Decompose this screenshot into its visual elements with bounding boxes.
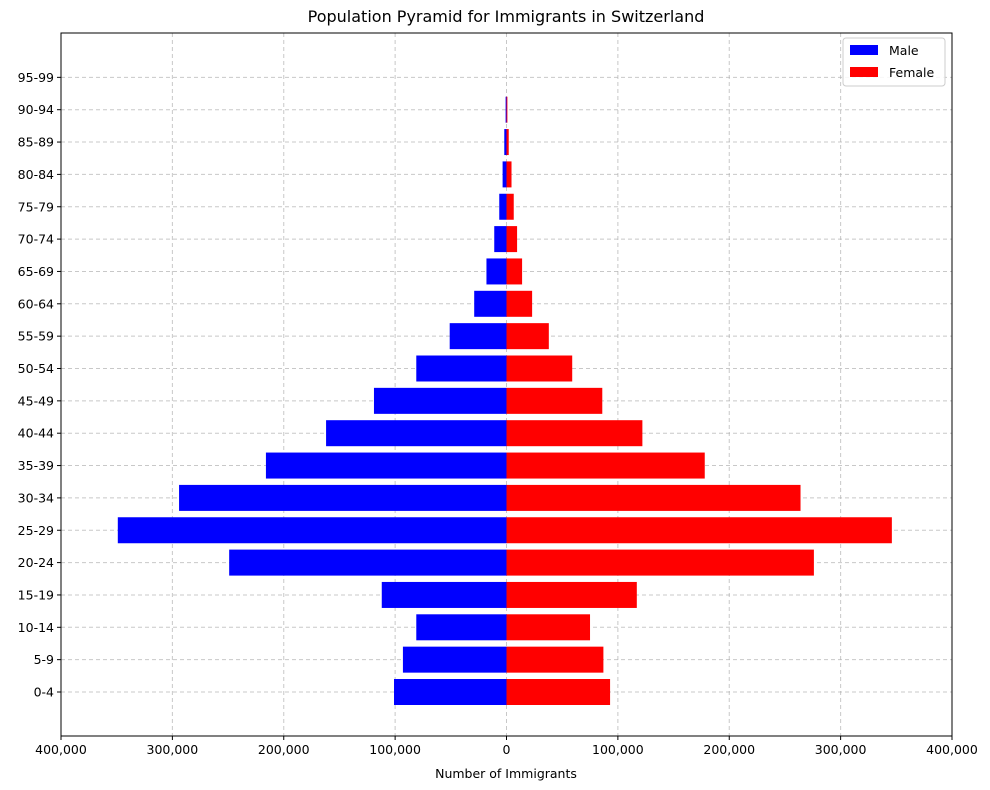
y-tick-label: 40-44	[18, 426, 54, 441]
x-axis-title: Number of Immigrants	[435, 766, 577, 781]
bar-female-75-79	[506, 193, 514, 220]
bar-female-80-84	[506, 161, 512, 188]
y-tick-label: 20-24	[18, 555, 54, 570]
x-tick-label: 200,000	[258, 742, 310, 757]
bar-female-40-44	[506, 420, 643, 447]
x-tick-label: 200,000	[703, 742, 755, 757]
bar-female-65-69	[506, 258, 523, 285]
y-tick-label: 95-99	[18, 70, 54, 85]
bar-male-55-59	[449, 323, 507, 350]
bar-female-70-74	[506, 226, 518, 253]
bar-female-35-39	[506, 452, 705, 479]
bar-female-85-89	[506, 129, 509, 156]
bar-female-0-4	[506, 679, 611, 705]
bar-male-20-24	[229, 549, 507, 576]
y-tick-label: 60-64	[18, 296, 54, 311]
y-tick-label: 25-29	[18, 523, 54, 538]
y-axis-ticks: 0-4 5-9 10-14 15-19 20-24 25-29 30-34 35-39 40-4…	[18, 70, 61, 700]
bar-female-5-9	[506, 646, 604, 673]
bar-male-10-14	[416, 614, 507, 641]
bar-female-90-94	[506, 96, 508, 123]
bar-male-25-29	[117, 517, 507, 544]
bar-male-75-79	[499, 193, 507, 220]
bar-male-90-94	[505, 96, 507, 123]
chart-title: Population Pyramid for Immigrants in Swi…	[308, 7, 705, 26]
bar-female-10-14	[506, 614, 591, 641]
bar-male-5-9	[402, 646, 507, 673]
bar-female-25-29	[506, 517, 892, 544]
bar-male-45-49	[373, 387, 507, 414]
x-tick-label: 400,000	[35, 742, 87, 757]
bar-female-60-64	[506, 290, 533, 317]
legend-swatch-female	[850, 67, 878, 77]
y-tick-label: 65-69	[18, 264, 54, 279]
y-tick-label: 85-89	[18, 135, 54, 150]
bar-female-30-34	[506, 484, 801, 511]
x-tick-label: 400,000	[926, 742, 978, 757]
bar-male-15-19	[381, 581, 507, 608]
bar-male-85-89	[504, 129, 507, 156]
x-tick-label: 0	[503, 742, 511, 757]
y-tick-label: 70-74	[18, 232, 54, 247]
y-tick-label: 50-54	[18, 361, 54, 376]
bar-female-50-54	[506, 355, 573, 382]
y-tick-label: 15-19	[18, 587, 54, 602]
legend-label-female: Female	[889, 65, 935, 80]
y-tick-label: 35-39	[18, 458, 54, 473]
bar-female-55-59	[506, 323, 549, 350]
y-tick-label: 90-94	[18, 102, 54, 117]
grid-layer	[60, 33, 953, 736]
legend: Male Female	[842, 37, 946, 87]
bars-layer	[117, 96, 892, 705]
x-tick-label: 300,000	[147, 742, 199, 757]
y-tick-label: 75-79	[18, 199, 54, 214]
bar-female-20-24	[506, 549, 814, 576]
bar-male-35-39	[265, 452, 507, 479]
y-tick-label: 80-84	[18, 167, 54, 182]
y-tick-label: 55-59	[18, 329, 54, 344]
bar-male-80-84	[502, 161, 507, 188]
x-tick-label: 300,000	[815, 742, 867, 757]
y-tick-label: 0-4	[34, 685, 54, 700]
bar-male-40-44	[326, 420, 507, 447]
x-tick-label: 100,000	[592, 742, 644, 757]
legend-label-male: Male	[889, 43, 919, 58]
bar-male-70-74	[494, 226, 507, 253]
y-tick-label: 10-14	[18, 620, 54, 635]
bar-male-65-69	[486, 258, 507, 285]
x-tick-label: 100,000	[369, 742, 421, 757]
y-tick-label: 5-9	[34, 652, 54, 667]
bar-male-0-4	[394, 679, 507, 705]
bar-male-60-64	[474, 290, 507, 317]
bar-female-45-49	[506, 387, 603, 414]
x-axis-ticks: 400,000 300,000 200,000 100,000 0 100,000 200,…	[35, 736, 978, 757]
y-tick-label: 30-34	[18, 490, 54, 505]
legend-swatch-male	[850, 45, 878, 55]
bar-male-50-54	[416, 355, 507, 382]
bar-male-30-34	[179, 484, 507, 511]
bar-female-15-19	[506, 581, 637, 608]
y-tick-label: 45-49	[18, 393, 54, 408]
